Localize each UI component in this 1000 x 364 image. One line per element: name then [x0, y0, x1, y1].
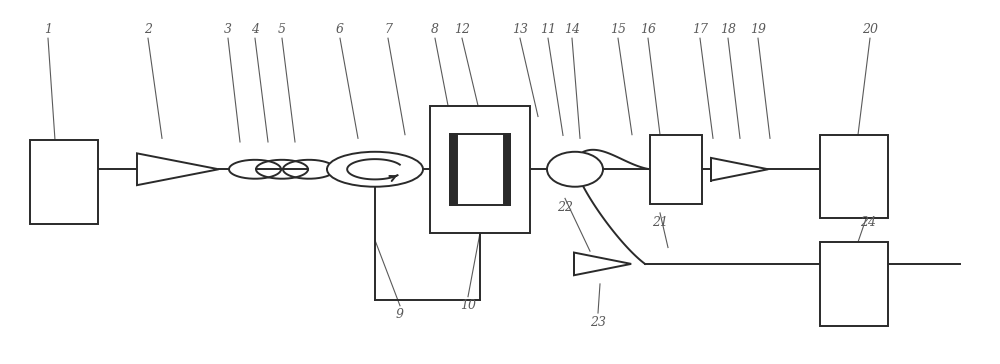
Text: 10: 10: [460, 299, 476, 312]
Text: 16: 16: [640, 23, 656, 36]
Bar: [30, 140, 98, 224]
Text: 1: 1: [44, 23, 52, 36]
Ellipse shape: [547, 152, 603, 187]
Text: 19: 19: [750, 23, 766, 36]
Text: 24: 24: [860, 215, 876, 229]
Text: 17: 17: [692, 23, 708, 36]
Polygon shape: [711, 158, 768, 181]
Bar: [504, 134, 510, 205]
Text: 7: 7: [384, 23, 392, 36]
Bar: [650, 135, 702, 204]
Text: 11: 11: [540, 23, 556, 36]
Text: 9: 9: [396, 308, 404, 321]
Text: 22: 22: [557, 201, 573, 214]
Bar: [450, 134, 456, 205]
Circle shape: [327, 152, 423, 187]
Polygon shape: [574, 253, 631, 275]
Text: 5: 5: [278, 23, 286, 36]
Text: 18: 18: [720, 23, 736, 36]
Text: 14: 14: [564, 23, 580, 36]
Text: 6: 6: [336, 23, 344, 36]
Text: 2: 2: [144, 23, 152, 36]
Text: 3: 3: [224, 23, 232, 36]
Text: 12: 12: [454, 23, 470, 36]
Text: 15: 15: [610, 23, 626, 36]
Text: 20: 20: [862, 23, 878, 36]
Text: 23: 23: [590, 316, 606, 329]
Text: 4: 4: [251, 23, 259, 36]
Text: 21: 21: [652, 215, 668, 229]
Bar: [430, 106, 530, 233]
Text: 8: 8: [431, 23, 439, 36]
Bar: [820, 242, 888, 326]
Bar: [820, 135, 888, 218]
Polygon shape: [137, 153, 219, 185]
Text: 13: 13: [512, 23, 528, 36]
Bar: [450, 134, 510, 205]
